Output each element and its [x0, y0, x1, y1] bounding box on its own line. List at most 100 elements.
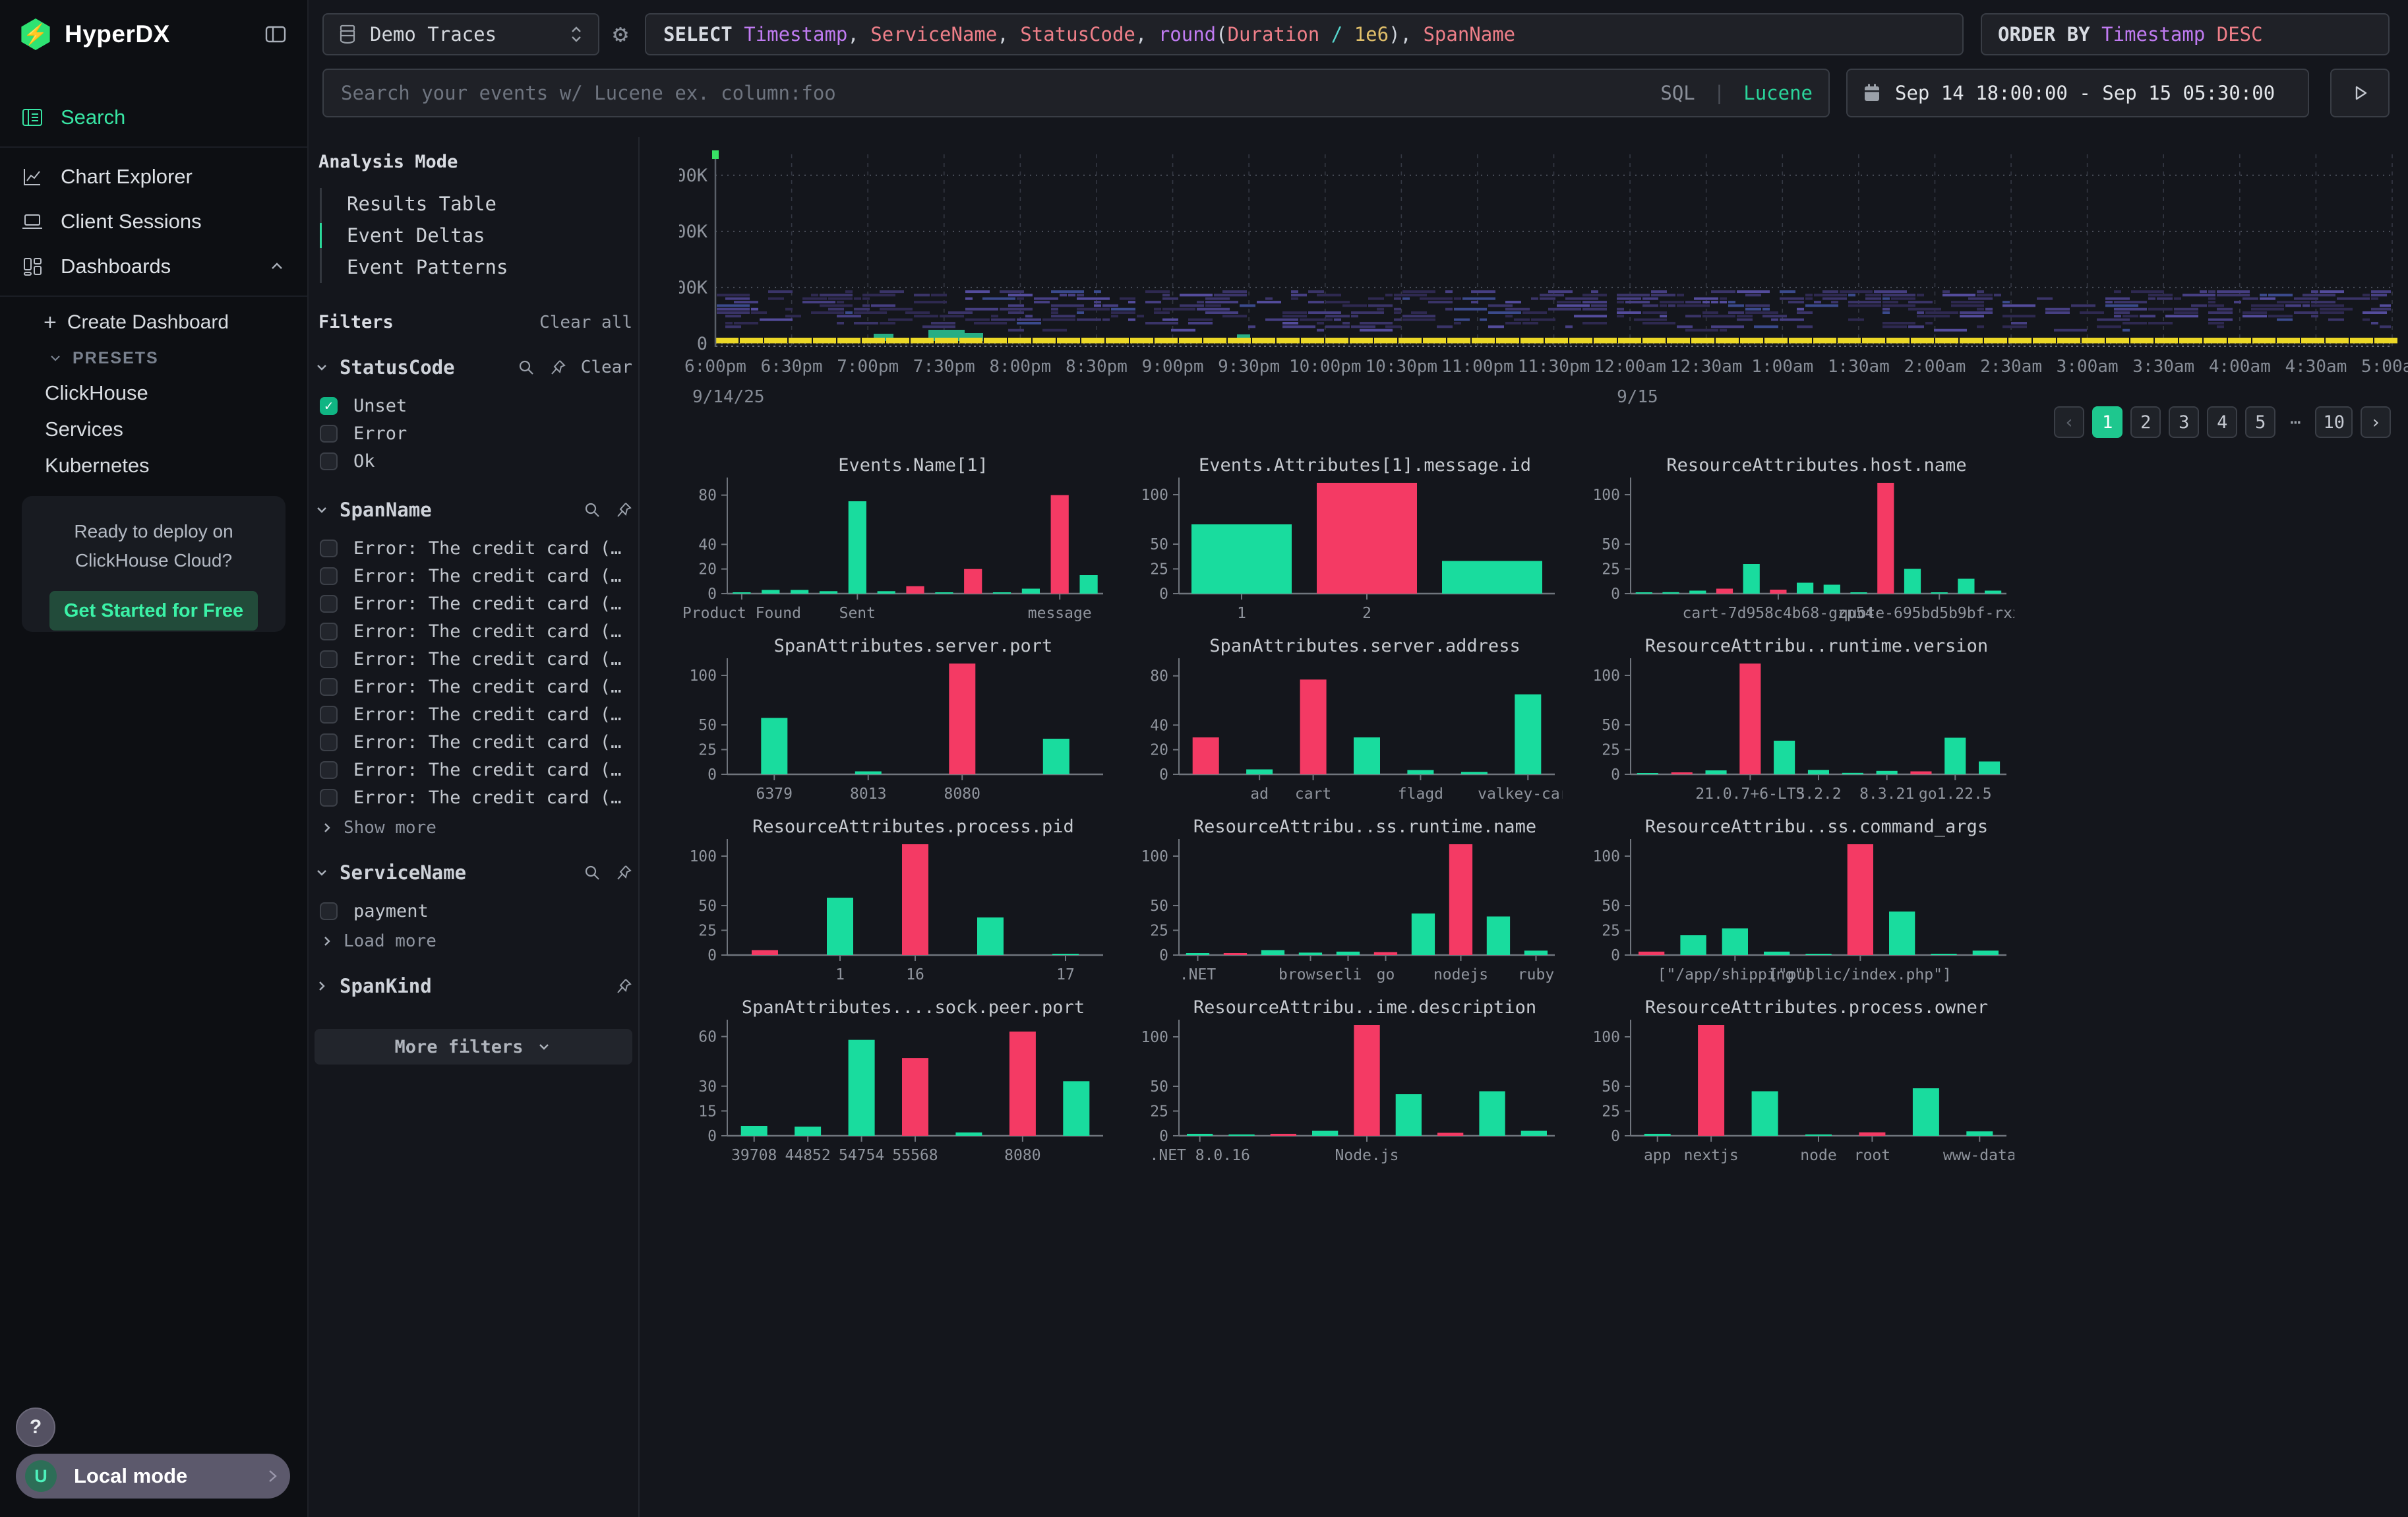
- page-ellipsis: ⋯: [2290, 412, 2301, 433]
- filter-option[interactable]: Error: The credit card (…: [320, 700, 632, 728]
- svg-text:root: root: [1854, 1147, 1890, 1164]
- more-filters-button[interactable]: More filters: [315, 1029, 632, 1065]
- filter-option[interactable]: Ok: [320, 447, 632, 475]
- database-icon: [340, 24, 355, 44]
- page-prev-button[interactable]: ‹: [2054, 406, 2085, 438]
- chevron-down-icon[interactable]: [315, 865, 329, 880]
- search-icon[interactable]: [584, 501, 601, 518]
- filter-group-header[interactable]: SpanKind: [315, 975, 632, 997]
- filter-option[interactable]: ✓ Unset: [320, 392, 632, 419]
- page-button-4[interactable]: 4: [2207, 406, 2238, 438]
- checkbox[interactable]: [320, 788, 338, 807]
- filter-option[interactable]: Error: [320, 419, 632, 447]
- run-query-button[interactable]: [2330, 69, 2390, 117]
- filter-option[interactable]: Error: The credit card (…: [320, 590, 632, 617]
- chevron-up-icon[interactable]: [268, 257, 286, 276]
- order-by-input[interactable]: ORDER BY Timestamp DESC: [1981, 13, 2390, 55]
- laptop-icon: [21, 210, 45, 233]
- page-button-3[interactable]: 3: [2169, 406, 2200, 438]
- sidebar-item-services[interactable]: Services: [0, 411, 307, 447]
- local-mode-button[interactable]: U Local mode: [16, 1454, 290, 1499]
- clear-all-filters-button[interactable]: Clear all: [539, 312, 632, 332]
- query-token: ,: [997, 23, 1021, 46]
- mode-sql-toggle[interactable]: SQL: [1660, 82, 1695, 104]
- pin-icon[interactable]: [549, 359, 566, 376]
- analysis-option-event-deltas[interactable]: Event Deltas: [320, 220, 632, 251]
- sql-select-input[interactable]: SELECT Timestamp, ServiceName, StatusCod…: [645, 13, 1964, 55]
- get-started-button[interactable]: Get Started for Free: [49, 591, 258, 631]
- search-icon[interactable]: [584, 864, 601, 881]
- page-button-10[interactable]: 10: [2315, 406, 2353, 438]
- sidebar-item-kubernetes[interactable]: Kubernetes: [0, 447, 307, 483]
- checkbox[interactable]: [320, 539, 338, 557]
- analysis-option-event-patterns[interactable]: Event Patterns: [347, 256, 508, 278]
- svg-text:Product Found: Product Found: [682, 605, 801, 622]
- create-dashboard-button[interactable]: + Create Dashboard: [0, 303, 307, 342]
- chevron-down-icon[interactable]: [315, 360, 329, 375]
- checkbox[interactable]: [320, 622, 338, 640]
- sidebar-item-dashboards[interactable]: Dashboards: [0, 244, 307, 289]
- search-icon[interactable]: [518, 359, 535, 376]
- filter-option[interactable]: Error: The credit card (…: [320, 617, 632, 645]
- query-token: [1342, 23, 1354, 46]
- sidebar-item-client-sessions[interactable]: Client Sessions: [0, 199, 307, 244]
- page-next-button[interactable]: ›: [2361, 406, 2391, 438]
- checkbox[interactable]: [320, 902, 338, 920]
- sidebar-item-chart-explorer[interactable]: Chart Explorer: [0, 154, 307, 199]
- filter-groups: StatusCode Clear ✓ Unset Error Ok SpanName Erro…: [315, 356, 632, 997]
- filter-group-header[interactable]: ServiceName: [315, 861, 632, 884]
- help-button[interactable]: ?: [16, 1408, 55, 1447]
- svg-text:50: 50: [698, 717, 717, 734]
- checkbox[interactable]: [320, 677, 338, 696]
- page-button-2[interactable]: 2: [2130, 406, 2161, 438]
- checkbox[interactable]: [320, 594, 338, 613]
- chevron-right-icon[interactable]: [315, 979, 329, 993]
- filter-option[interactable]: Error: The credit card (…: [320, 756, 632, 784]
- page-button-1[interactable]: 1: [2092, 406, 2123, 438]
- mode-divider: |: [1713, 82, 1726, 104]
- filter-group-tools: [615, 977, 632, 995]
- page-button-5[interactable]: 5: [2245, 406, 2276, 438]
- filter-option[interactable]: Error: The credit card (…: [320, 645, 632, 673]
- mini-chart-11: ResourceAttribu..ime.description 0 25 50 100…: [1128, 996, 1563, 1171]
- data-source-select[interactable]: Demo Traces: [322, 13, 599, 55]
- show-more-button[interactable]: Show more: [320, 818, 632, 838]
- gear-icon[interactable]: ⚙: [613, 19, 628, 48]
- filter-option[interactable]: Error: The credit card (…: [320, 673, 632, 700]
- filter-option[interactable]: Error: The credit card (…: [320, 784, 632, 811]
- checkbox[interactable]: [320, 733, 338, 751]
- filter-group-header[interactable]: StatusCode Clear: [315, 356, 632, 379]
- analysis-option-results-table[interactable]: Results Table: [347, 193, 497, 215]
- filter-option[interactable]: Error: The credit card (…: [320, 728, 632, 756]
- filter-option[interactable]: Error: The credit card (…: [320, 534, 632, 562]
- pin-icon[interactable]: [615, 864, 632, 881]
- clear-filter-button[interactable]: Clear: [580, 357, 632, 377]
- filter-option[interactable]: payment: [320, 897, 632, 925]
- checkbox[interactable]: [320, 424, 338, 443]
- search-input[interactable]: [340, 81, 1649, 105]
- sidebar-item-search[interactable]: Search: [0, 95, 307, 140]
- events-timeline-heatmap[interactable]: 0 200K 400K 600K 6:00pm 6:30pm 7:00pm 7:30pm 8:0…: [679, 137, 2408, 414]
- checkbox[interactable]: [320, 705, 338, 724]
- checkbox[interactable]: [320, 452, 338, 470]
- time-range-picker[interactable]: Sep 14 18:00:00 - Sep 15 05:30:00: [1846, 69, 2309, 117]
- load-more-button[interactable]: Load more: [320, 931, 632, 951]
- checkbox[interactable]: [320, 760, 338, 779]
- svg-text:25: 25: [1150, 561, 1168, 578]
- pin-icon[interactable]: [615, 501, 632, 518]
- checkbox[interactable]: ✓: [320, 396, 338, 415]
- sidebar-item-clickhouse[interactable]: ClickHouse: [0, 375, 307, 411]
- svg-text:16: 16: [906, 966, 924, 983]
- plus-icon: +: [44, 309, 57, 335]
- pin-icon[interactable]: [615, 977, 632, 995]
- checkbox[interactable]: [320, 650, 338, 668]
- collapse-sidebar-icon[interactable]: [264, 22, 287, 46]
- mode-lucene-toggle[interactable]: Lucene: [1743, 82, 1813, 104]
- filter-option-label: payment: [353, 900, 429, 921]
- filter-group-header[interactable]: SpanName: [315, 499, 632, 521]
- chevron-down-icon[interactable]: [315, 503, 329, 517]
- presets-toggle[interactable]: PRESETS: [0, 342, 307, 375]
- checkbox[interactable]: [320, 567, 338, 585]
- filter-option[interactable]: Error: The credit card (…: [320, 562, 632, 590]
- filter-group-tools: [584, 501, 632, 518]
